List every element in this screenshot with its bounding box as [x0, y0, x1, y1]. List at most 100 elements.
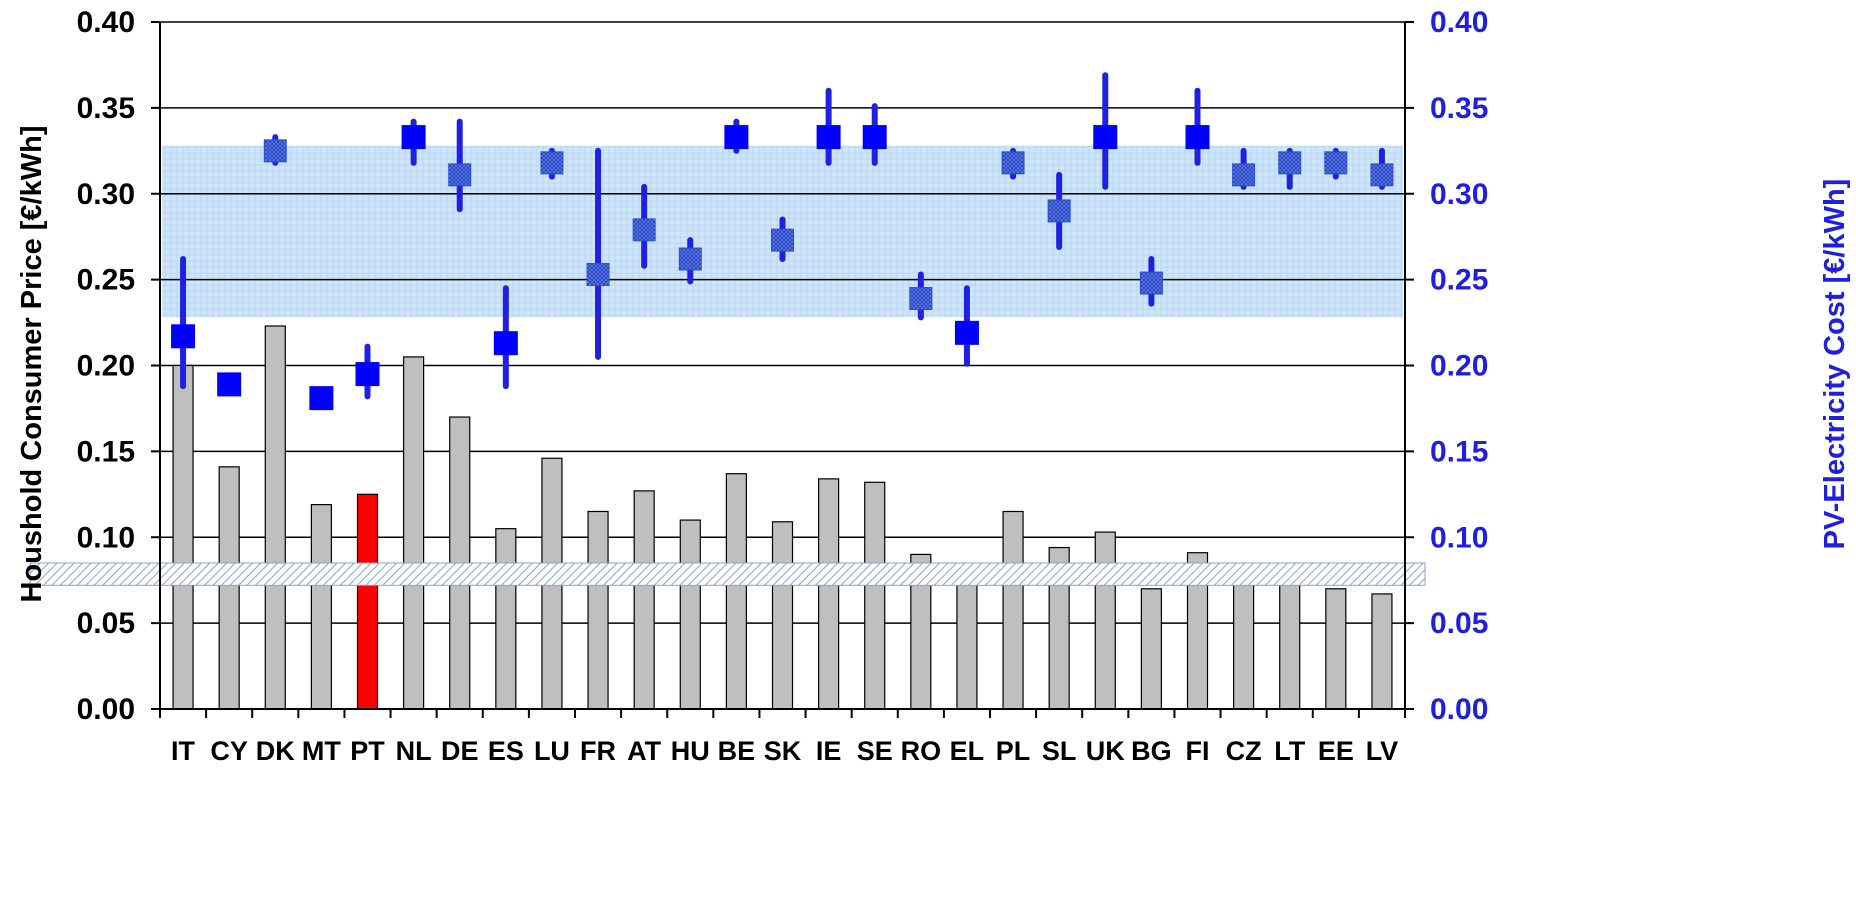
x-tick-label-pt: PT: [350, 736, 385, 766]
marker-ie: [816, 125, 841, 150]
marker-mt: [309, 386, 334, 411]
bar-mt: [310, 504, 332, 710]
x-tick-label-lv: LV: [1366, 736, 1399, 766]
bar-se: [864, 481, 886, 710]
x-tick-label-ro: RO: [901, 736, 942, 766]
marker-cy: [217, 372, 242, 397]
x-tick-label-cz: CZ: [1226, 736, 1262, 766]
marker-ro: [909, 287, 933, 311]
marker-fr: [586, 262, 610, 286]
bar-el: [956, 569, 978, 710]
y-tick-label-left: 0.20: [77, 350, 135, 383]
bar-pl: [1002, 510, 1024, 710]
y-tick-label-right: 0.20: [1430, 350, 1488, 383]
marker-cz: [1232, 163, 1256, 187]
x-tick-label-pl: PL: [996, 736, 1031, 766]
marker-nl: [401, 125, 426, 150]
x-tick-label-fi: FI: [1186, 736, 1210, 766]
bar-pt: [356, 493, 379, 710]
x-tick-label-sk: SK: [764, 736, 802, 766]
bar-cy: [218, 466, 240, 710]
x-tick-label-lu: LU: [534, 736, 570, 766]
bar-ee: [1325, 588, 1347, 710]
bar-sk: [771, 521, 794, 710]
x-tick-label-mt: MT: [302, 736, 341, 766]
marker-de: [448, 163, 472, 187]
reference-band: [29, 562, 1426, 586]
y-tick-label-left: 0.40: [77, 6, 135, 39]
axis-layer: [151, 21, 1414, 718]
y-tick-label-right: 0.00: [1430, 693, 1488, 726]
bar-dk: [264, 325, 286, 710]
y-tick-label-right: 0.35: [1430, 92, 1488, 125]
x-tick-label-se: SE: [857, 736, 893, 766]
y-axis-title-right: PV-Electricity Cost [€/kWh]: [1819, 179, 1851, 550]
marker-sl: [1047, 199, 1071, 223]
marker-el: [954, 320, 979, 345]
marker-at: [632, 218, 656, 242]
x-tick-label-hu: HU: [671, 736, 710, 766]
y-tick-label-right: 0.15: [1430, 435, 1488, 468]
x-tick-label-be: BE: [718, 736, 756, 766]
marker-ee: [1324, 151, 1348, 175]
x-tick-label-nl: NL: [396, 736, 432, 766]
x-tick-label-es: ES: [488, 736, 524, 766]
x-tick-label-uk: UK: [1086, 736, 1125, 766]
reference-band-layer: [29, 562, 1426, 586]
marker-hu: [678, 247, 702, 271]
y-tick-label-left: 0.00: [77, 693, 135, 726]
marker-uk: [1093, 125, 1118, 150]
marker-it: [171, 324, 196, 349]
bar-hu: [679, 519, 701, 710]
marker-es: [493, 331, 518, 356]
marker-be: [724, 125, 749, 150]
marker-pl: [1001, 151, 1025, 175]
marker-lv: [1370, 163, 1394, 187]
bar-it: [172, 364, 194, 710]
bar-at: [633, 490, 655, 710]
marker-lu: [540, 151, 564, 175]
x-tick-label-cy: CY: [210, 736, 248, 766]
bar-lt: [1279, 581, 1301, 710]
x-tick-label-sl: SL: [1042, 736, 1077, 766]
x-tick-label-fr: FR: [580, 736, 616, 766]
marker-lt: [1278, 151, 1302, 175]
y-tick-label-left: 0.05: [77, 607, 135, 640]
marker-fi: [1185, 125, 1210, 150]
x-tick-label-at: AT: [627, 736, 661, 766]
bar-be: [725, 473, 747, 710]
y-tick-label-left: 0.10: [77, 521, 135, 554]
x-tick-label-de: DE: [441, 736, 479, 766]
y-tick-label-right: 0.25: [1430, 264, 1488, 297]
y-tick-label-left: 0.30: [77, 178, 135, 211]
bar-ie: [818, 478, 840, 710]
y-tick-label-right: 0.40: [1430, 6, 1488, 39]
marker-layer: [171, 125, 1394, 411]
x-tick-label-ie: IE: [816, 736, 842, 766]
y-tick-label-left: 0.35: [77, 92, 135, 125]
bar-nl: [403, 356, 425, 710]
marker-pt: [355, 362, 380, 387]
x-tick-label-el: EL: [950, 736, 985, 766]
bar-lv: [1371, 593, 1393, 710]
bar-uk: [1094, 531, 1116, 710]
bar-cz: [1233, 574, 1255, 710]
y-tick-label-right: 0.10: [1430, 521, 1488, 554]
y-tick-label-left: 0.25: [77, 264, 135, 297]
y-tick-label-right: 0.30: [1430, 178, 1488, 211]
marker-sk: [771, 228, 794, 252]
x-tick-label-lt: LT: [1274, 736, 1305, 766]
marker-bg: [1139, 271, 1163, 295]
x-tick-label-bg: BG: [1131, 736, 1172, 766]
label-layer: 0.00 0.00 0.05 0.05 0.10 0.10 0.15 0.15 0.20 0.20…: [77, 6, 1489, 766]
x-tick-label-dk: DK: [256, 736, 295, 766]
bar-bg: [1140, 588, 1162, 710]
marker-se: [862, 125, 887, 150]
bar-fr: [587, 510, 609, 710]
y-tick-label-left: 0.15: [77, 435, 135, 468]
x-tick-label-it: IT: [171, 736, 196, 766]
y-axis-title-left: Houshold Consumer Price [€/kWh]: [16, 126, 48, 603]
x-tick-label-ee: EE: [1318, 736, 1354, 766]
